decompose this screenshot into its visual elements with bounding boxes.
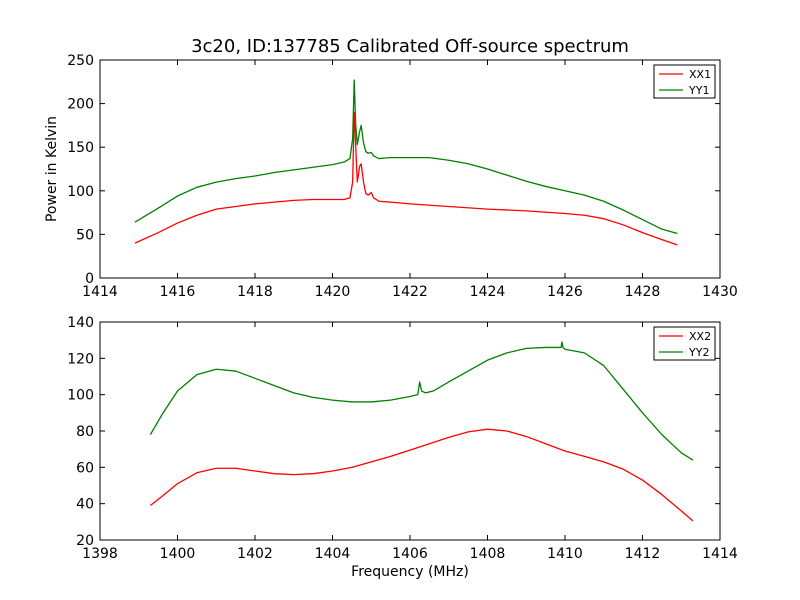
legend-label-xx2: XX2	[689, 330, 711, 343]
x-tick-label: 1400	[160, 546, 196, 562]
bottom-ticks: 1398 1400 1402 1404 1406 1408 1410 1412 1414 20 40…	[67, 315, 738, 562]
y-tick-label: 50	[76, 227, 94, 243]
series-line-xx1	[134, 111, 678, 246]
chart-title: 3c20, ID:137785 Calibrated Off-source sp…	[191, 36, 629, 57]
top-ticks: 1414 1416 1418 1420 1422 1424 1426 1428 1430 0 50 1…	[67, 53, 738, 300]
top-y-axis-label: Power in Kelvin	[44, 116, 60, 222]
bottom-x-axis-label: Frequency (MHz)	[351, 564, 469, 580]
x-tick-label: 1414	[702, 546, 738, 562]
y-tick-label: 20	[76, 533, 94, 549]
top-legend: XX1 YY1	[653, 64, 716, 99]
y-tick-label: 100	[67, 184, 94, 200]
legend-label-yy1: YY1	[688, 84, 709, 97]
top-series-layer	[134, 79, 678, 246]
x-tick-label: 1416	[160, 284, 196, 300]
top-axes: 1414 1416 1418 1420 1422 1424 1426 1428 1430 0 50 1…	[44, 53, 738, 300]
x-tick-label: 1430	[702, 284, 738, 300]
y-tick-label: 100	[67, 388, 94, 404]
x-tick-label: 1420	[315, 284, 351, 300]
x-tick-label: 1424	[470, 284, 506, 300]
x-tick-label: 1404	[315, 546, 351, 562]
x-tick-label: 1426	[547, 284, 583, 300]
series-line-yy1	[134, 79, 678, 235]
x-tick-label: 1406	[392, 546, 428, 562]
series-line-yy2	[149, 341, 694, 461]
y-tick-label: 140	[67, 315, 94, 331]
y-tick-label: 60	[76, 460, 94, 476]
x-tick-label: 1428	[625, 284, 661, 300]
bottom-series-layer	[149, 341, 694, 522]
bottom-legend-box	[653, 326, 716, 361]
y-tick-label: 150	[67, 140, 94, 156]
x-tick-label: 1408	[470, 546, 506, 562]
y-tick-label: 80	[76, 424, 94, 440]
y-tick-label: 120	[67, 351, 94, 367]
x-tick-label: 1398	[82, 546, 118, 562]
legend-label-yy2: YY2	[688, 346, 709, 359]
x-tick-label: 1410	[547, 546, 583, 562]
x-tick-label: 1412	[625, 546, 661, 562]
bottom-axes: 1398 1400 1402 1404 1406 1408 1410 1412 1414 20 40…	[67, 315, 738, 580]
top-legend-box	[653, 64, 716, 99]
x-tick-label: 1422	[392, 284, 428, 300]
y-tick-label: 0	[85, 271, 94, 287]
y-tick-label: 250	[67, 53, 94, 69]
y-tick-label: 40	[76, 497, 94, 513]
x-tick-label: 1402	[237, 546, 273, 562]
y-tick-label: 200	[67, 97, 94, 113]
x-tick-label: 1418	[237, 284, 273, 300]
bottom-legend: XX2 YY2	[653, 326, 716, 361]
series-line-xx2	[149, 428, 694, 522]
legend-label-xx1: XX1	[689, 68, 711, 81]
x-tick-label: 1414	[82, 284, 118, 300]
